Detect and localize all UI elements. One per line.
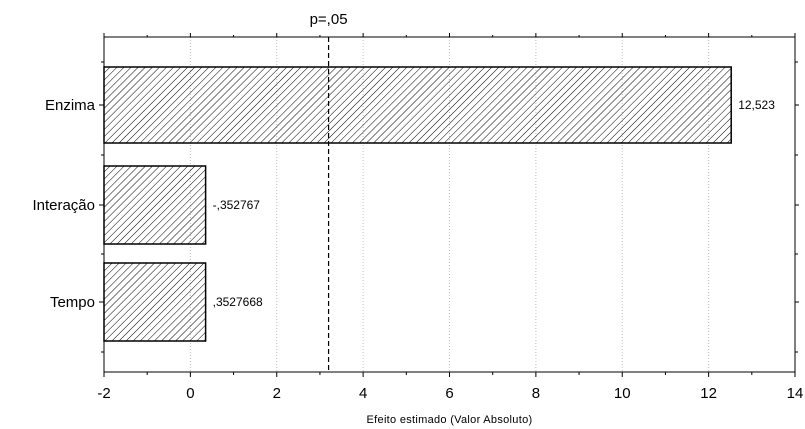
x-tick-label: 14 <box>787 385 804 402</box>
x-tick-label: 6 <box>445 385 453 402</box>
bar-value-label: -,352767 <box>213 198 261 212</box>
bar-enzima <box>103 66 732 144</box>
x-tick-label: -2 <box>97 385 110 402</box>
axis-ticks <box>99 33 799 377</box>
x-tick-label: 8 <box>532 385 540 402</box>
x-tick-labels: -2 0 2 4 6 8 10 12 14 <box>97 385 803 402</box>
category-label: Enzima <box>45 97 96 114</box>
x-tick-label: 2 <box>273 385 281 402</box>
x-tick-label: 10 <box>614 385 631 402</box>
category-labels: Enzima Interação Tempo <box>32 97 95 311</box>
x-tick-label: 4 <box>359 385 367 402</box>
bar-value-labels: 12,523 -,352767 ,3527668 <box>213 98 776 309</box>
bars <box>103 66 732 342</box>
category-label: Interação <box>32 197 95 214</box>
significance-label: p=,05 <box>310 11 348 28</box>
bar-value-label: ,3527668 <box>213 295 263 309</box>
bar-value-label: 12,523 <box>738 98 775 112</box>
x-axis-title: Efeito estimado (Valor Absoluto) <box>367 414 533 426</box>
category-label: Tempo <box>50 294 95 311</box>
x-tick-label: 0 <box>186 385 194 402</box>
bar-intera-o <box>103 165 207 245</box>
bar-tempo <box>103 262 207 342</box>
x-tick-label: 12 <box>700 385 717 402</box>
